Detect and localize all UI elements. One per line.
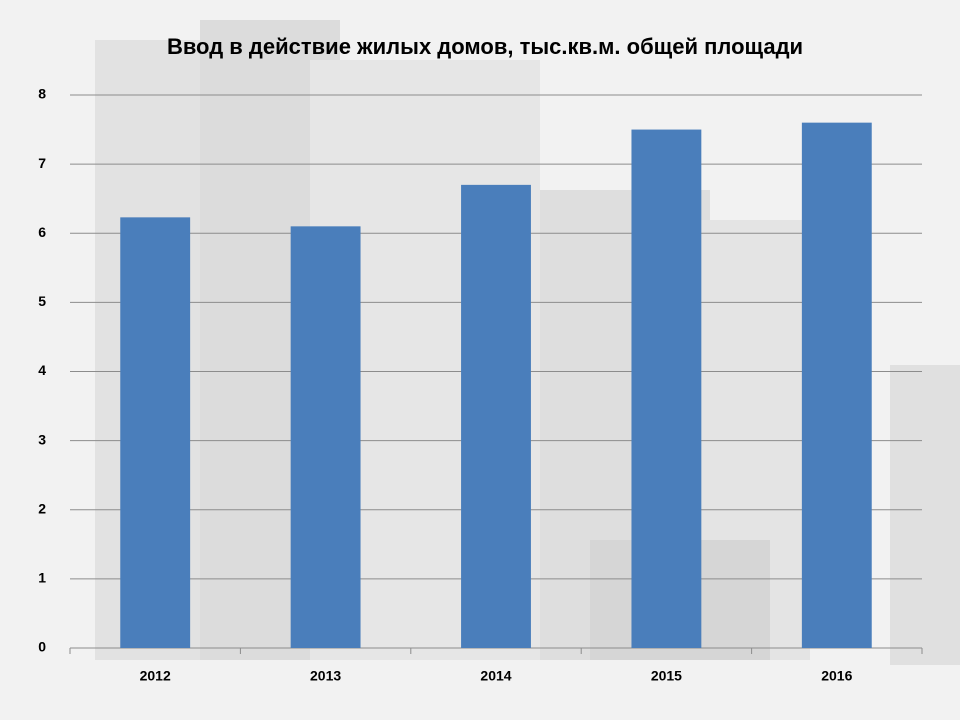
bar [461, 184, 531, 649]
x-tick-label: 2014 [480, 668, 511, 684]
y-tick-label: 7 [38, 155, 46, 171]
x-tick-label: 2012 [140, 668, 171, 684]
x-tick-label: 2016 [821, 668, 852, 684]
y-tick-label: 3 [38, 431, 46, 447]
chart-title: Ввод в действие жилых домов, тыс.кв.м. о… [167, 34, 803, 59]
bar [120, 217, 191, 648]
y-tick-label: 6 [38, 224, 46, 240]
bar [801, 122, 872, 648]
y-tick-label: 0 [38, 639, 46, 655]
y-tick-label: 1 [38, 570, 46, 586]
y-tick-label: 2 [38, 500, 46, 516]
x-tick-label: 2013 [310, 668, 341, 684]
y-tick-label: 4 [38, 362, 46, 378]
y-tick-label: 5 [38, 293, 46, 309]
y-tick-label: 8 [38, 86, 46, 102]
bar [631, 129, 702, 648]
x-tick-label: 2015 [651, 668, 682, 684]
bar [290, 226, 361, 648]
